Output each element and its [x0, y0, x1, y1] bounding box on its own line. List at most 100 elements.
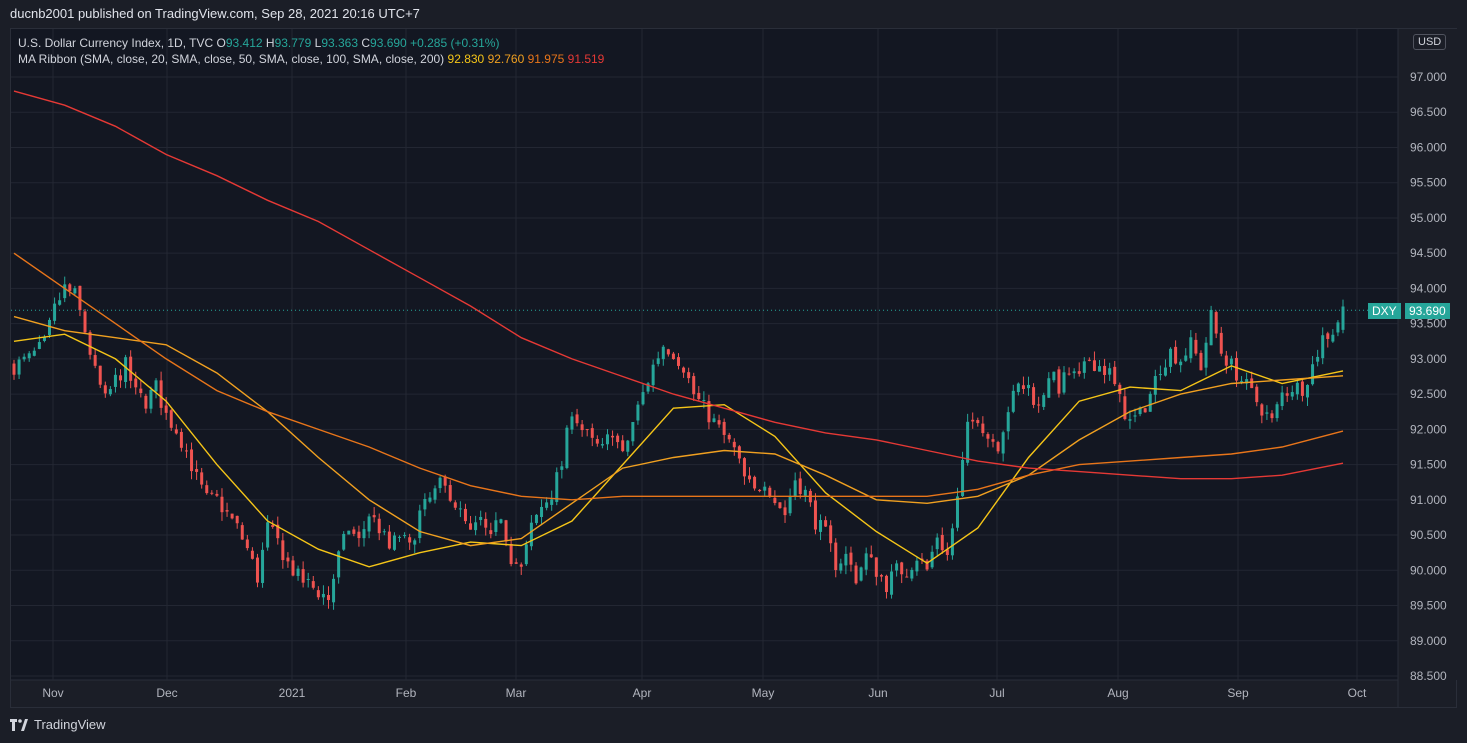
- candle-body: [129, 356, 133, 381]
- candle-body: [184, 450, 188, 452]
- candle-body: [717, 420, 721, 425]
- candle-body: [1285, 393, 1289, 396]
- candle-body: [819, 520, 823, 532]
- candle-body: [682, 367, 686, 373]
- candle-body: [565, 427, 569, 468]
- candle-body: [479, 516, 483, 521]
- candle-body: [1305, 384, 1309, 398]
- candle-body: [17, 359, 21, 375]
- candle-body: [63, 284, 67, 299]
- candle-body: [53, 303, 57, 321]
- candle-body: [398, 536, 402, 538]
- candle-body: [220, 496, 224, 513]
- candle-body: [332, 578, 336, 603]
- candle-body: [499, 519, 503, 523]
- y-tick-label: 89.000: [1410, 634, 1447, 648]
- candle-body: [879, 575, 883, 577]
- candle-body: [1224, 355, 1228, 366]
- candle-body: [205, 485, 209, 494]
- candle-body: [575, 414, 579, 424]
- candle-body: [788, 496, 792, 514]
- candle-body: [1280, 392, 1284, 407]
- symbol-legend-part-0: U.S. Dollar Currency Index, 1D, TVC: [18, 36, 217, 50]
- brand-text: TradingView: [34, 717, 106, 732]
- x-tick-label: Apr: [633, 686, 652, 700]
- candle-body: [666, 349, 670, 355]
- candle-body: [677, 357, 680, 366]
- tradingview-brand[interactable]: TradingView: [10, 717, 106, 732]
- candle-body: [22, 356, 26, 360]
- candle-body: [484, 518, 488, 528]
- y-tick-label: 91.000: [1410, 493, 1447, 507]
- candle-body: [935, 537, 939, 550]
- candle-body: [986, 434, 990, 439]
- candle-body: [250, 550, 254, 559]
- candle-body: [702, 399, 706, 401]
- candle-body: [732, 441, 736, 448]
- candle-body: [905, 576, 909, 578]
- candle-body: [1321, 335, 1325, 359]
- last-price-tag: 93.690: [1405, 303, 1450, 319]
- candle-body: [1016, 383, 1020, 393]
- footer: TradingView: [0, 708, 1467, 743]
- candle-body: [403, 535, 407, 537]
- candle-body: [524, 544, 528, 565]
- candle-body: [869, 554, 873, 558]
- candle-body: [139, 388, 143, 394]
- candle-body: [42, 337, 46, 341]
- candle-body: [225, 510, 229, 512]
- candle-body: [737, 446, 741, 459]
- symbol-legend-part-7: C: [361, 36, 371, 50]
- candle-body: [240, 525, 244, 540]
- candle-body: [514, 562, 518, 564]
- candle-body: [1092, 360, 1096, 371]
- y-tick-label: 91.500: [1410, 458, 1447, 472]
- x-tick-label: Dec: [156, 686, 177, 700]
- candle-body: [311, 581, 315, 588]
- sma200-line: [13, 90, 1344, 480]
- candle-body: [1326, 333, 1330, 339]
- candle-body: [824, 520, 828, 527]
- candle-body: [423, 498, 427, 510]
- candle-body: [854, 565, 858, 584]
- candle-body: [1275, 404, 1279, 419]
- candle-body: [534, 514, 538, 524]
- candle-body: [519, 564, 523, 567]
- candle-body: [1052, 371, 1056, 381]
- y-tick-label: 89.500: [1410, 599, 1447, 613]
- y-tick-label: 92.000: [1410, 422, 1447, 436]
- candle-body: [616, 435, 620, 443]
- candle-body: [1290, 392, 1294, 397]
- symbol-legend-part-8: 93.690: [370, 36, 411, 50]
- y-tick-label: 97.000: [1410, 70, 1447, 84]
- candle-body: [169, 410, 173, 428]
- candle-body: [955, 496, 959, 528]
- candle-body: [671, 353, 675, 360]
- candle-body: [590, 428, 594, 438]
- candle-body: [362, 529, 366, 539]
- candle-body: [413, 540, 417, 545]
- candle-body: [266, 522, 270, 548]
- candle-body: [453, 502, 457, 508]
- indicator-legend-part-2: 92.760: [487, 52, 528, 66]
- candle-body: [1087, 359, 1091, 361]
- candle-body: [255, 557, 259, 583]
- candle-body: [58, 300, 62, 305]
- x-tick-label: Jun: [868, 686, 887, 700]
- candle-body: [215, 493, 219, 496]
- sma50-line: [13, 315, 1344, 547]
- x-tick-label: Nov: [42, 686, 63, 700]
- candle-body: [1179, 361, 1183, 366]
- y-tick-label: 93.000: [1410, 352, 1447, 366]
- symbol-legend-part-3: H: [265, 36, 275, 50]
- currency-button[interactable]: USD: [1413, 34, 1447, 50]
- candle-body: [742, 458, 746, 477]
- candle-body: [276, 524, 280, 539]
- candle-body: [773, 497, 777, 504]
- candle-body: [1006, 412, 1010, 432]
- candle-body: [849, 552, 853, 565]
- candle-body: [377, 518, 381, 534]
- candle-body: [651, 364, 655, 386]
- candle-body: [621, 440, 625, 452]
